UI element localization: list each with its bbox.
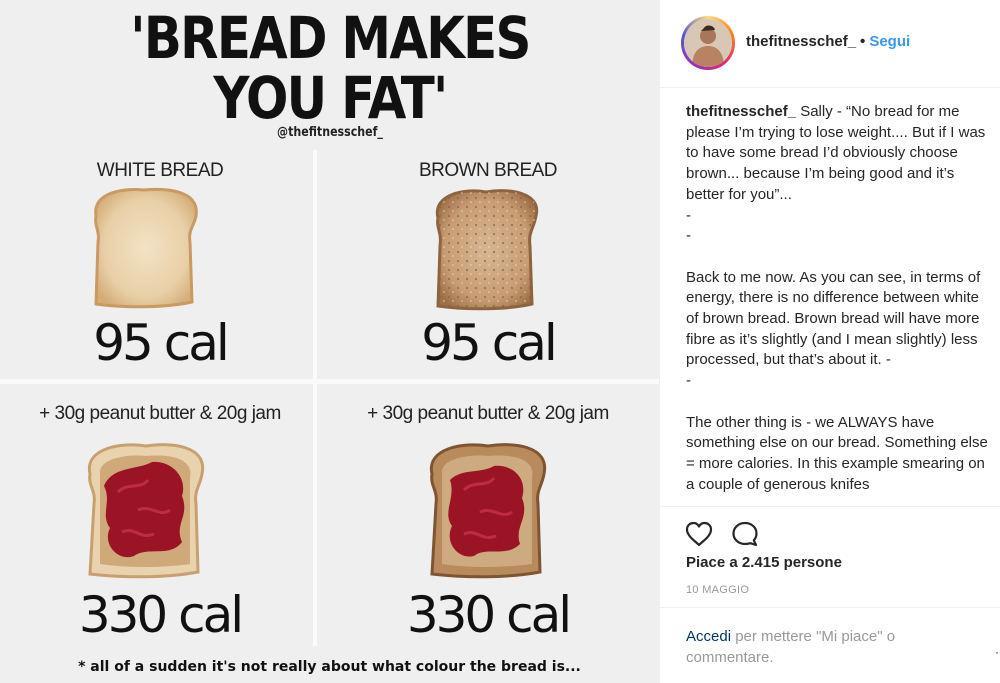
login-link[interactable]: Accedi — [686, 628, 732, 645]
headline-line-1: 'BREAD MAKES — [130, 4, 531, 72]
likes-count[interactable]: Piace a 2.415 persone — [686, 554, 842, 571]
vertical-divider — [313, 150, 317, 646]
post-actions: Piace a 2.415 persone 10 MAGGIO — [660, 506, 1000, 607]
user-avatar-icon — [684, 19, 732, 67]
login-rest-text: per mettere "Mi piace" o commentare. — [686, 628, 896, 666]
post-sidebar: thefitnesschef_ • Segui thefitnesschef_ Sa… — [659, 0, 1000, 683]
header-separator: • — [860, 33, 866, 50]
brown-bread-label: BROWN BREAD — [418, 160, 558, 181]
header-user-line: thefitnesschef_ • Segui — [746, 33, 910, 50]
white-bread-calories: 95 cal — [93, 314, 230, 372]
caption-text: Sally - “No bread for me please I’m tryi… — [686, 103, 988, 493]
more-dots: · — [995, 645, 999, 659]
brown-bread-calories: 95 cal — [421, 314, 558, 372]
brown-toast-image — [435, 189, 539, 311]
image-handle: @thefitnesschef_ — [277, 125, 383, 140]
follow-button[interactable]: Segui — [869, 33, 911, 50]
avatar[interactable] — [681, 16, 735, 70]
topping-label-right: + 30g peanut butter & 20g jam — [367, 403, 609, 424]
topping-label-left: + 30g peanut butter & 20g jam — [39, 403, 281, 424]
post-header: thefitnesschef_ • Segui — [660, 0, 1000, 88]
white-toast-image — [94, 187, 198, 309]
image-footnote: * all of a sudden it's not really about … — [78, 659, 581, 675]
post-image[interactable]: 'BREAD MAKES YOU FAT' @thefitnesschef_ W… — [0, 0, 659, 683]
header-username[interactable]: thefitnesschef_ — [746, 33, 857, 50]
avatar-photo — [684, 19, 732, 67]
comment-icon[interactable] — [730, 519, 760, 549]
heart-icon[interactable] — [684, 519, 714, 549]
brown-topped-calories: 330 cal — [406, 586, 572, 644]
login-text: Accedi per mettere "Mi piace" o commenta… — [686, 626, 976, 668]
post-date[interactable]: 10 MAGGIO — [686, 584, 750, 596]
login-prompt: Accedi per mettere "Mi piace" o commenta… — [660, 607, 1000, 683]
horizontal-divider — [0, 379, 659, 384]
white-bread-label: WHITE BREAD — [96, 160, 224, 181]
white-toast-with-jam-image — [87, 443, 205, 579]
headline-line-2: YOU FAT' — [213, 64, 448, 132]
brown-toast-with-jam-image — [429, 443, 547, 579]
white-topped-calories: 330 cal — [78, 586, 244, 644]
post-caption: thefitnesschef_ Sally - “No bread for me… — [686, 102, 994, 506]
caption-username[interactable]: thefitnesschef_ — [686, 103, 797, 120]
